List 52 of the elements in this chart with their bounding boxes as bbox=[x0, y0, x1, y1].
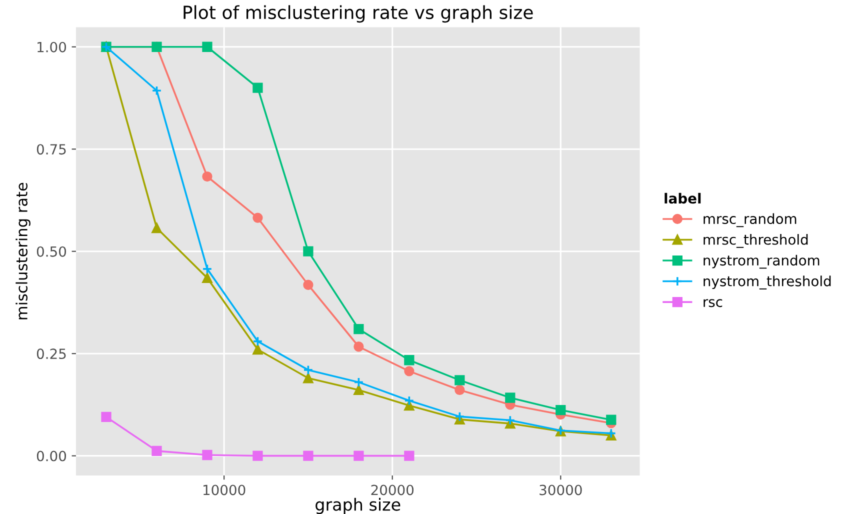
point bbox=[202, 264, 212, 274]
y-tick-label: 1.00 bbox=[38, 42, 66, 52]
point bbox=[202, 450, 212, 460]
legend-label: nystrom_threshold bbox=[704, 276, 831, 290]
y-tick-label: 0.00 bbox=[36, 450, 66, 462]
y-axis-title: misclustering rate bbox=[16, 182, 30, 320]
point bbox=[202, 272, 212, 283]
legend-label: rsc bbox=[704, 299, 722, 308]
point bbox=[101, 412, 112, 422]
point bbox=[303, 280, 314, 290]
point bbox=[354, 324, 364, 334]
point bbox=[505, 415, 516, 426]
point bbox=[354, 450, 364, 461]
point bbox=[404, 355, 414, 366]
x-tick-label: 20000 bbox=[371, 484, 414, 496]
point bbox=[152, 222, 162, 234]
legend-label: nystrom_random bbox=[704, 254, 820, 269]
point bbox=[252, 336, 263, 346]
point bbox=[152, 446, 162, 456]
point bbox=[202, 42, 212, 52]
x-tick-label: 30000 bbox=[540, 484, 582, 496]
point bbox=[404, 450, 414, 461]
point bbox=[252, 82, 263, 93]
point bbox=[404, 366, 414, 376]
point bbox=[252, 450, 263, 461]
point bbox=[354, 377, 364, 388]
point bbox=[454, 411, 465, 422]
point bbox=[606, 414, 616, 425]
legend-label: mrsc_random bbox=[704, 213, 796, 228]
y-tick-label: 0.75 bbox=[36, 144, 66, 155]
point bbox=[556, 404, 566, 416]
point bbox=[404, 396, 414, 406]
point bbox=[303, 246, 314, 256]
point bbox=[152, 86, 162, 96]
point bbox=[303, 364, 314, 376]
y-tick-label: 0.25 bbox=[36, 348, 66, 360]
point bbox=[252, 344, 263, 355]
point bbox=[252, 212, 263, 223]
point bbox=[505, 392, 516, 403]
point bbox=[303, 373, 314, 384]
legend-label: mrsc_threshold bbox=[704, 234, 808, 248]
y-tick-label: 0.50 bbox=[36, 246, 66, 257]
point bbox=[354, 384, 364, 396]
point bbox=[354, 342, 364, 352]
point bbox=[454, 384, 465, 396]
point bbox=[303, 450, 314, 461]
chart-title: Plot of misclustering rate vs graph size bbox=[184, 5, 533, 23]
point bbox=[454, 375, 465, 386]
point bbox=[202, 171, 212, 182]
x-tick-label: 10000 bbox=[203, 484, 246, 496]
legend-title: label bbox=[664, 192, 701, 204]
x-axis-title: graph size bbox=[316, 498, 400, 514]
